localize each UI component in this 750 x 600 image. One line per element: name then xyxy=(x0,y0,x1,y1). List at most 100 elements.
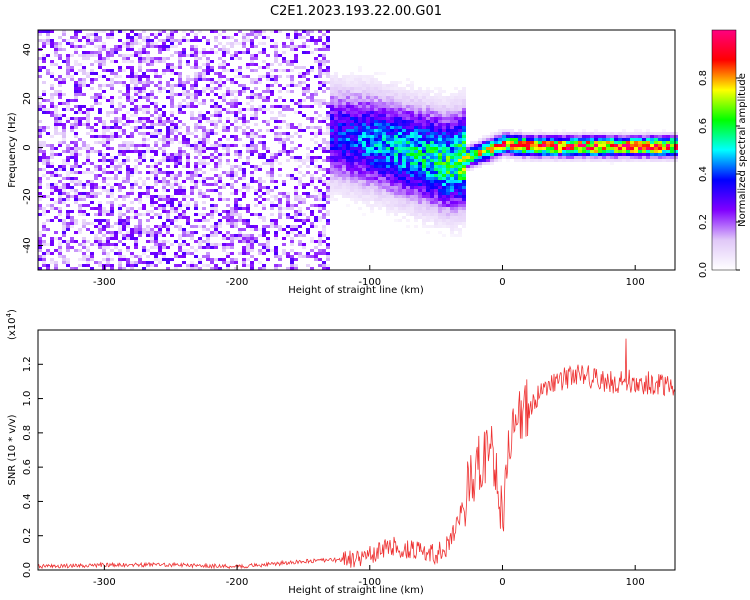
heat-cell xyxy=(370,147,374,150)
heat-cell xyxy=(346,177,350,180)
heat-cell xyxy=(154,69,158,72)
heat-cell xyxy=(314,111,318,114)
heat-cell xyxy=(310,30,314,33)
heat-cell xyxy=(150,63,154,66)
heat-cell xyxy=(146,108,150,111)
heat-cell xyxy=(414,90,418,93)
heat-cell xyxy=(338,96,342,99)
heat-cell xyxy=(250,57,254,60)
heat-cell xyxy=(238,108,242,111)
heat-cell xyxy=(298,198,302,201)
heat-cell xyxy=(398,144,402,147)
heat-cell xyxy=(58,81,62,84)
heat-cell xyxy=(234,51,238,54)
heat-cell xyxy=(338,102,342,105)
heat-cell xyxy=(442,126,446,129)
heat-cell xyxy=(550,135,554,138)
heat-cell xyxy=(358,81,362,84)
heat-cell xyxy=(390,144,394,147)
heat-cell xyxy=(154,162,158,165)
heat-cell xyxy=(178,93,182,96)
heat-cell xyxy=(126,66,130,69)
heat-cell xyxy=(450,114,454,117)
heat-cell xyxy=(62,78,66,81)
heat-cell xyxy=(366,126,370,129)
heat-cell xyxy=(38,183,42,186)
heat-cell xyxy=(210,189,214,192)
heat-cell xyxy=(202,126,206,129)
heat-cell xyxy=(242,171,246,174)
heat-cell xyxy=(442,234,446,237)
heat-cell xyxy=(602,141,606,144)
heat-cell xyxy=(158,159,162,162)
heat-cell xyxy=(242,75,246,78)
heat-cell xyxy=(106,36,110,39)
heat-cell xyxy=(94,177,98,180)
heat-cell xyxy=(62,135,66,138)
heat-cell xyxy=(378,159,382,162)
heat-cell xyxy=(106,258,110,261)
heat-cell xyxy=(222,153,226,156)
heat-cell xyxy=(374,156,378,159)
heat-cell xyxy=(106,219,110,222)
heat-cell xyxy=(302,42,306,45)
heat-cell xyxy=(94,186,98,189)
heat-cell xyxy=(470,147,474,150)
heat-cell xyxy=(322,84,326,87)
heat-cell xyxy=(402,174,406,177)
heat-cell xyxy=(446,102,450,105)
heat-cell xyxy=(102,234,106,237)
heat-cell xyxy=(266,258,270,261)
heat-cell xyxy=(450,105,454,108)
heat-cell xyxy=(194,141,198,144)
heat-cell xyxy=(194,150,198,153)
heat-cell xyxy=(442,102,446,105)
heat-cell xyxy=(98,246,102,249)
heat-cell xyxy=(382,93,386,96)
heat-cell xyxy=(366,87,370,90)
heat-cell xyxy=(286,204,290,207)
heat-cell xyxy=(122,132,126,135)
heat-cell xyxy=(362,171,366,174)
heat-cell xyxy=(102,48,106,51)
heat-cell xyxy=(258,135,262,138)
heat-cell xyxy=(278,153,282,156)
heat-cell xyxy=(350,129,354,132)
heat-cell xyxy=(546,150,550,153)
heat-cell xyxy=(102,84,106,87)
heat-cell xyxy=(190,177,194,180)
heat-cell xyxy=(190,54,194,57)
heat-cell xyxy=(150,264,154,267)
heat-cell xyxy=(214,267,218,270)
heat-cell xyxy=(286,123,290,126)
heat-cell xyxy=(338,111,342,114)
heat-cell xyxy=(646,135,650,138)
heat-cell xyxy=(70,126,74,129)
heat-cell xyxy=(110,120,114,123)
heat-cell xyxy=(226,267,230,270)
heat-cell xyxy=(394,207,398,210)
heat-cell xyxy=(86,159,90,162)
heat-cell xyxy=(66,210,70,213)
heat-cell xyxy=(462,120,466,123)
heat-cell xyxy=(226,231,230,234)
heat-cell xyxy=(154,243,158,246)
heat-cell xyxy=(74,189,78,192)
heat-cell xyxy=(418,171,422,174)
heat-cell xyxy=(630,141,634,144)
heat-cell xyxy=(402,150,406,153)
heat-cell xyxy=(422,129,426,132)
heat-cell xyxy=(90,192,94,195)
heat-cell xyxy=(366,96,370,99)
heat-cell xyxy=(350,126,354,129)
heat-cell xyxy=(194,48,198,51)
heat-cell xyxy=(346,138,350,141)
heat-cell xyxy=(418,156,422,159)
heat-cell xyxy=(526,135,530,138)
heat-cell xyxy=(38,30,42,33)
heat-cell xyxy=(174,207,178,210)
heat-cell xyxy=(350,117,354,120)
heat-cell xyxy=(302,186,306,189)
heat-cell xyxy=(270,153,274,156)
heat-cell xyxy=(198,225,202,228)
